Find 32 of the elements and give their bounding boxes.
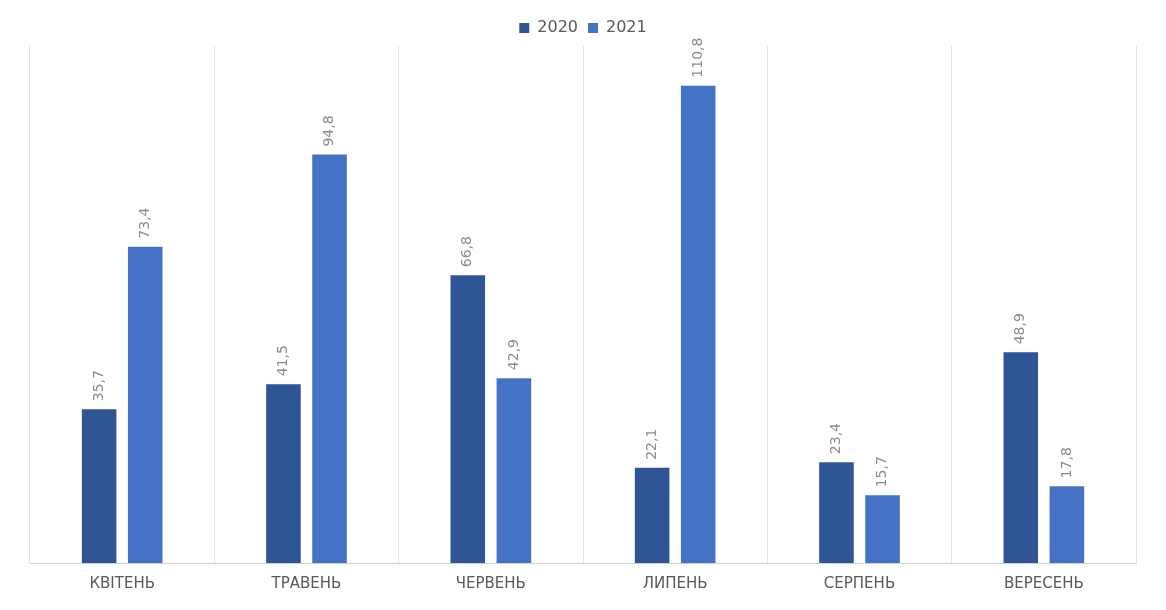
legend-label: 2020: [537, 17, 578, 37]
x-tick-label: ЛИПЕНЬ: [642, 573, 708, 592]
x-tick-label: ВЕРЕСЕНЬ: [1003, 573, 1084, 592]
bar: [1049, 486, 1085, 563]
bar: [819, 462, 854, 563]
bar: [634, 467, 670, 563]
data-label: 110,8: [688, 37, 705, 78]
bar: [450, 275, 486, 563]
data-label: 41,5: [274, 345, 291, 377]
bar: [1003, 352, 1039, 563]
data-label: 66,8: [458, 236, 475, 268]
x-tick-label: ТРАВЕНЬ: [270, 573, 342, 592]
legend-label: 2021: [606, 17, 647, 37]
data-label: 48,9: [1011, 313, 1028, 345]
data-label: 15,7: [873, 456, 890, 488]
data-label: 73,4: [135, 207, 152, 239]
bar: [81, 409, 117, 563]
bar: [865, 495, 900, 563]
data-label: 35,7: [89, 370, 106, 402]
bar: [127, 246, 163, 563]
bar: [680, 85, 716, 563]
bar: [496, 378, 532, 563]
data-label: 17,8: [1057, 447, 1074, 479]
data-label: 42,9: [504, 339, 521, 371]
bar: [266, 384, 301, 563]
data-label: 94,8: [320, 115, 337, 147]
bar: [312, 154, 347, 563]
x-tick-label: КВІТЕНЬ: [89, 573, 155, 592]
x-tick-label: ЧЕРВЕНЬ: [455, 573, 526, 592]
x-tick-label: СЕРПЕНЬ: [823, 573, 896, 592]
data-label: 22,1: [642, 428, 659, 460]
data-label: 23,4: [827, 422, 844, 455]
